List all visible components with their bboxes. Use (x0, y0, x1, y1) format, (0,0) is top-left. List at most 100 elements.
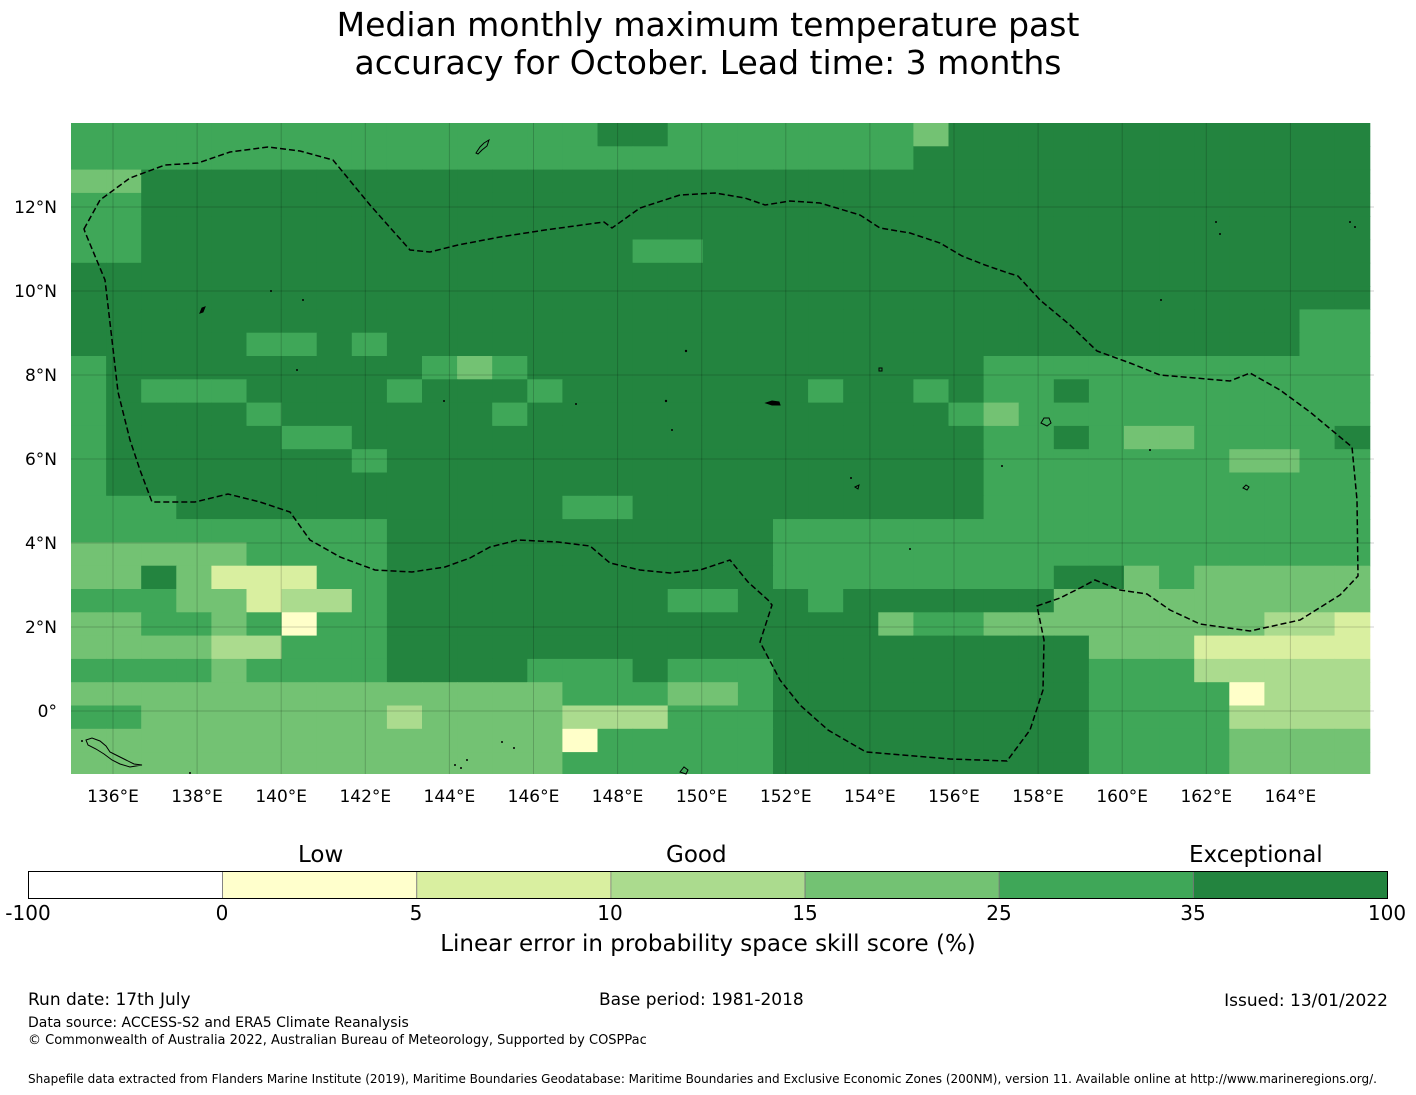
grid-cell (1229, 658, 1265, 683)
grid-cell (1088, 123, 1125, 147)
grid-cell (141, 728, 177, 753)
grid-cell (1229, 495, 1265, 520)
grid-cell (176, 542, 212, 567)
grid-cell (1124, 519, 1160, 543)
grid-cell (422, 286, 458, 310)
grid-cell (176, 635, 212, 660)
grid-cell (281, 192, 318, 217)
grid-cell (1159, 752, 1195, 774)
lon-tick-label: 136°E (87, 787, 139, 807)
grid-cell (457, 286, 493, 310)
grid-cell (1088, 216, 1125, 241)
grid-cell (316, 612, 353, 637)
grid-cell (562, 658, 599, 683)
grid-cell (1299, 286, 1336, 310)
grid-cell (843, 169, 879, 194)
grid-cell (597, 123, 634, 147)
grid-cell (492, 425, 528, 450)
grid-cell (562, 495, 599, 520)
grid-cell (773, 542, 809, 567)
grid-cell (983, 309, 1020, 334)
grid-cell (211, 379, 248, 404)
grid-cell (562, 123, 599, 147)
grid-cell (281, 169, 318, 194)
grid-cell (176, 332, 212, 357)
lon-tick-label: 156°E (928, 787, 980, 807)
grid-cell (246, 379, 283, 404)
lat-tick-label: 0° (38, 702, 57, 722)
grid-cell (808, 146, 844, 171)
grid-cell (351, 519, 388, 543)
islet (671, 429, 673, 431)
grid-cell (386, 216, 423, 241)
grid-cell (913, 542, 950, 567)
grid-cell (843, 192, 879, 217)
grid-cell (176, 379, 212, 404)
issued-date: Issued: 13/01/2022 (1224, 991, 1388, 1011)
grid-cell (386, 402, 423, 427)
grid-cell (141, 309, 177, 334)
grid-cell (808, 728, 844, 753)
colorbar-tick: 5 (409, 901, 423, 925)
grid-cell (316, 495, 353, 520)
grid-cell (281, 402, 318, 427)
grid-cell (913, 356, 950, 380)
grid-cell (1088, 682, 1125, 707)
grid-cell (316, 658, 353, 683)
grid-cell (597, 495, 634, 520)
grid-cell (667, 658, 704, 683)
grid-cell (983, 146, 1020, 171)
grid-cell (527, 123, 563, 147)
grid-cell (176, 192, 212, 217)
grid-cell (702, 192, 739, 217)
grid-cell (386, 728, 423, 753)
grid-cell (948, 682, 985, 707)
islet (501, 741, 503, 743)
grid-cell (632, 449, 669, 474)
islet (1219, 233, 1221, 235)
grid-cell (176, 402, 212, 427)
grid-cell (737, 752, 774, 774)
grid-cell (667, 379, 704, 404)
grid-cell (983, 635, 1020, 660)
grid-cell (1124, 728, 1160, 753)
grid-cell (246, 192, 283, 217)
grid-cell (141, 589, 177, 613)
grid-cell (1264, 635, 1301, 660)
grid-cell (808, 449, 844, 474)
grid-cell (1088, 169, 1125, 194)
grid-cell (457, 565, 493, 590)
grid-cell (702, 565, 739, 590)
grid-cell (422, 542, 458, 567)
map-title: Median monthly maximum temperature past … (0, 6, 1416, 82)
grid-cell (702, 309, 739, 334)
grid-cell (457, 658, 493, 683)
grid-cell (878, 635, 914, 660)
grid-cell (913, 379, 950, 404)
grid-cell (1264, 332, 1301, 357)
grid-cell (246, 449, 283, 474)
grid-cell (457, 472, 493, 497)
grid-cell (1053, 658, 1090, 683)
grid-cell (983, 682, 1020, 707)
grid-cell (141, 402, 177, 427)
grid-cell (1124, 682, 1160, 707)
grid-cell (1194, 356, 1230, 380)
grid-cell (1229, 356, 1265, 380)
grid-cell (176, 123, 212, 147)
grid-cell (632, 379, 669, 404)
grid-cell (1334, 752, 1371, 774)
grid-cell (948, 472, 985, 497)
lon-tick-label: 160°E (1096, 787, 1148, 807)
grid-cell (878, 495, 914, 520)
grid-cell (562, 356, 599, 380)
grid-cell (492, 356, 528, 380)
grid-cell (1334, 635, 1371, 660)
grid-cell (351, 425, 388, 450)
grid-cell (1334, 239, 1371, 264)
grid-cell (316, 402, 353, 427)
grid-cell (71, 449, 107, 474)
grid-cell (176, 356, 212, 380)
grid-cell (562, 379, 599, 404)
grid-cell (562, 216, 599, 241)
